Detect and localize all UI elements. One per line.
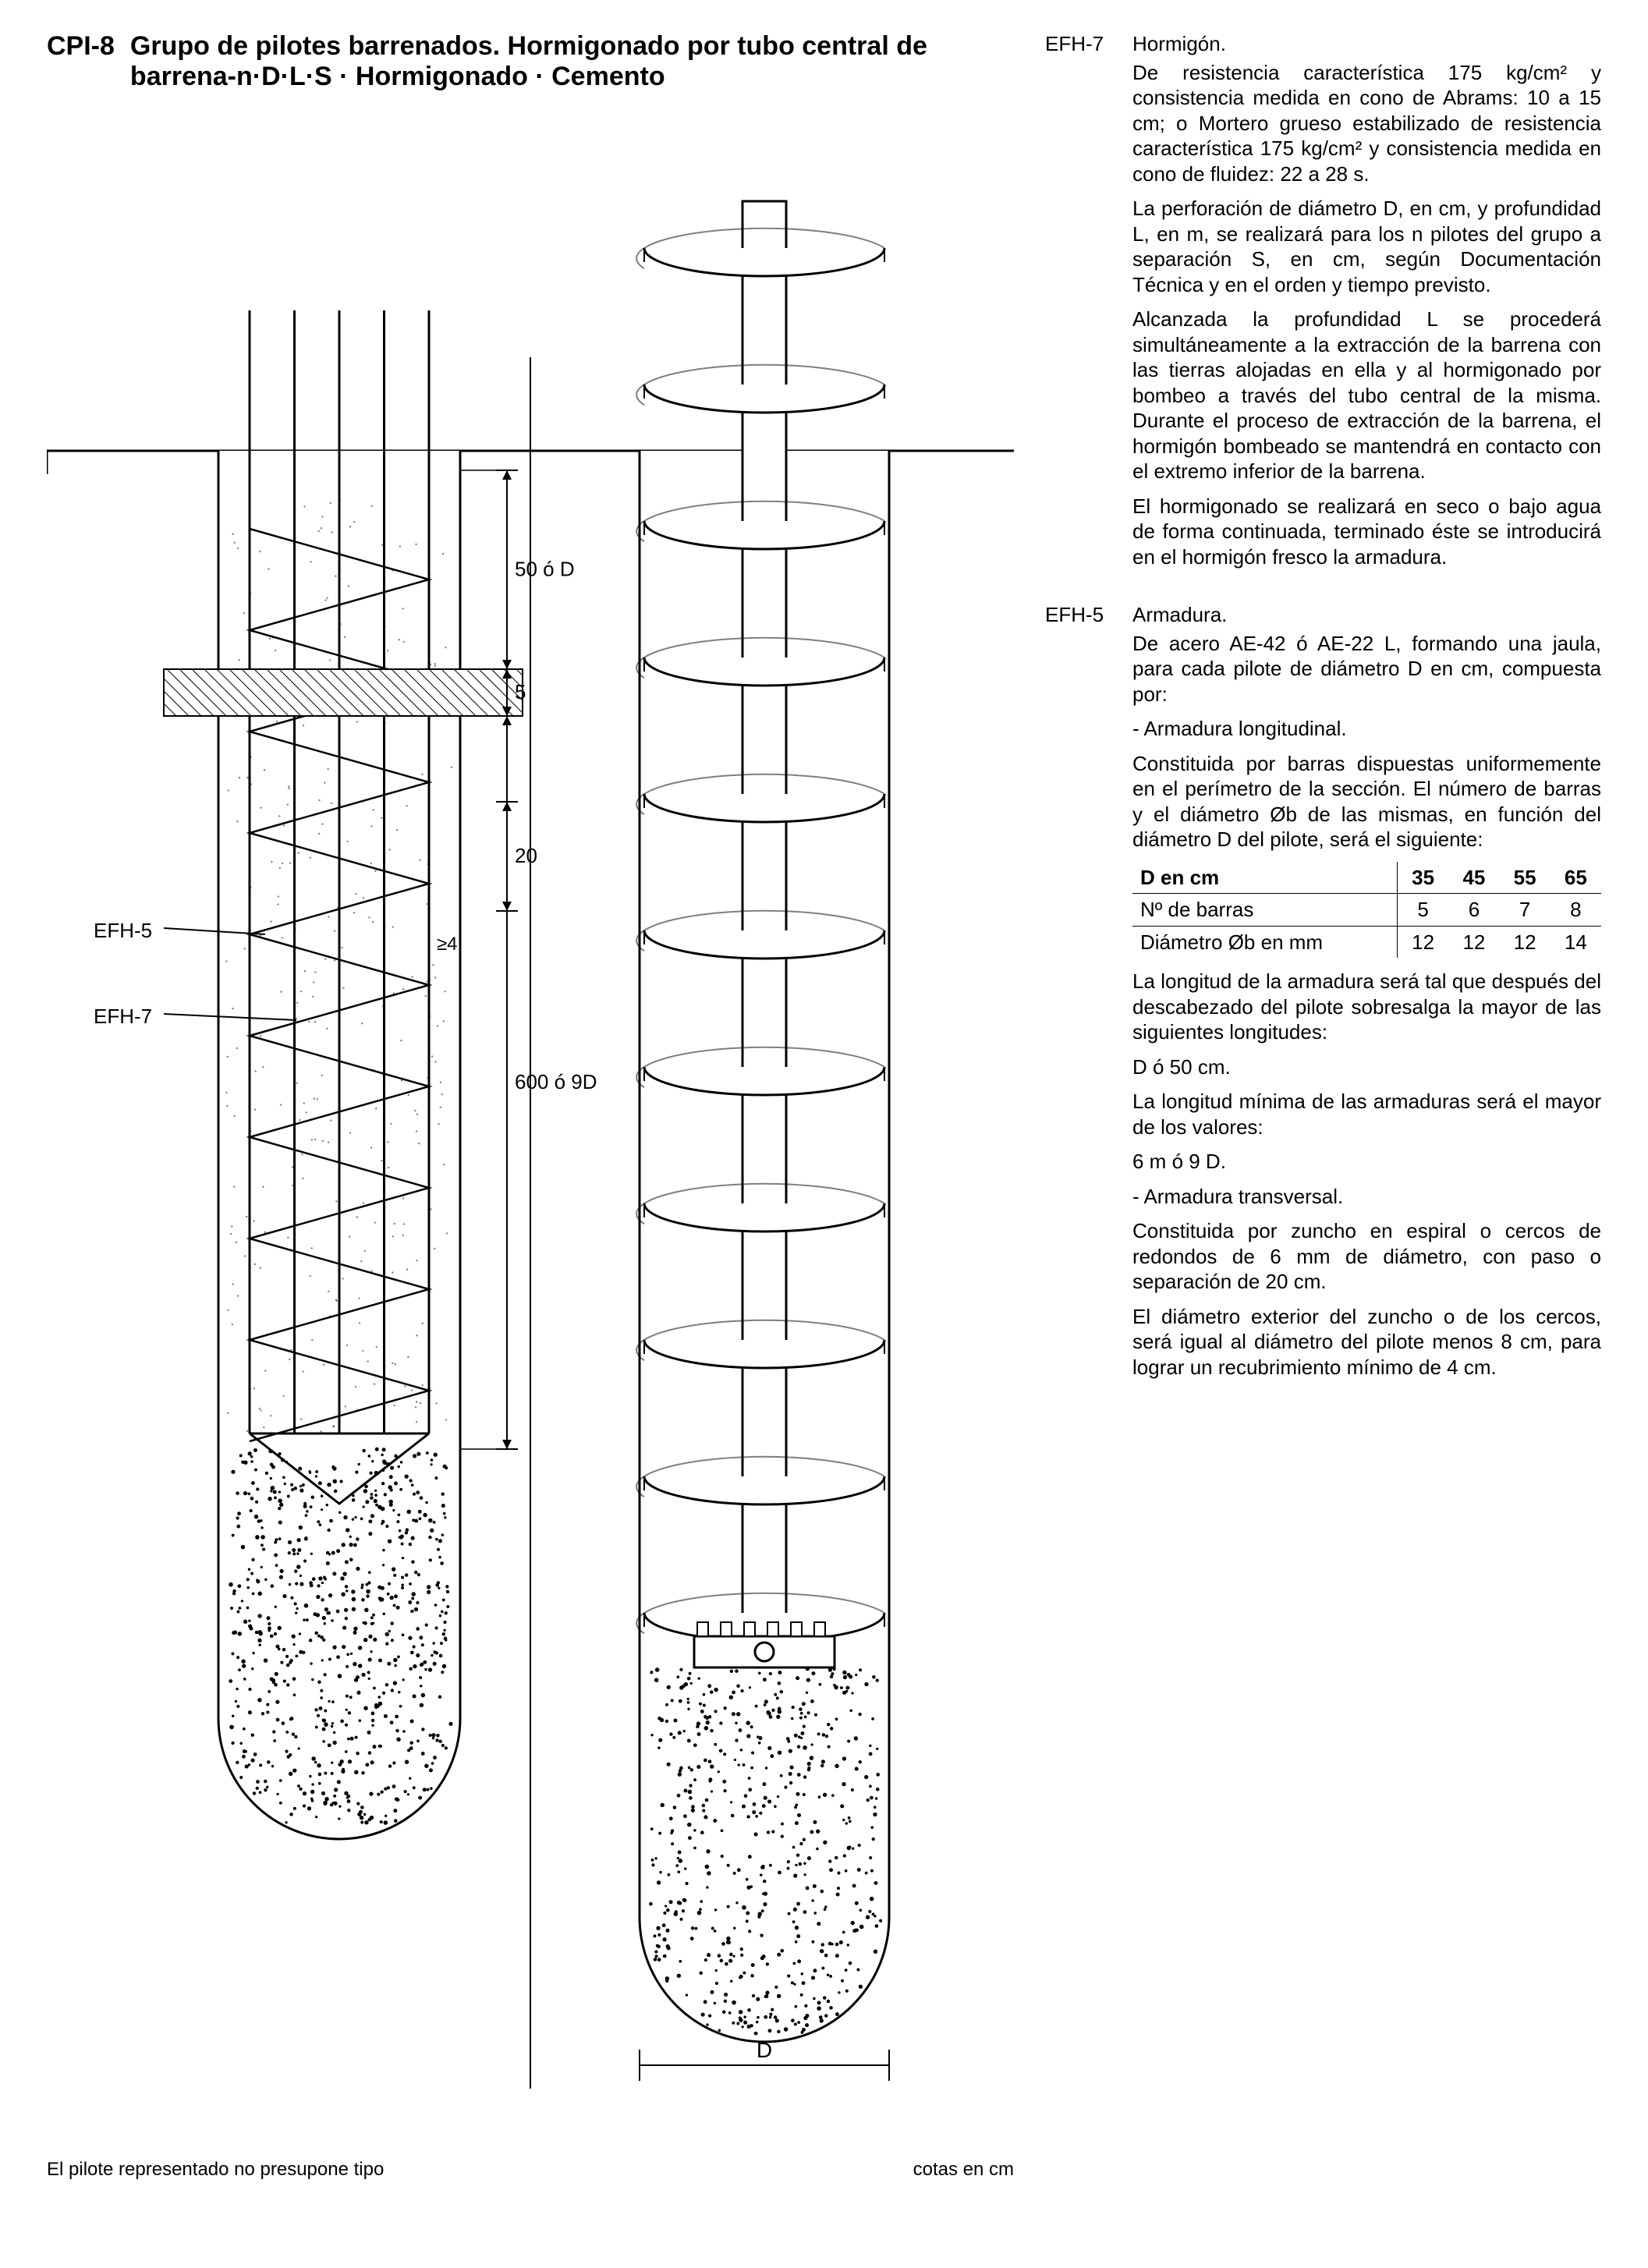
footnote-left: El pilote representado no presupone tipo bbox=[47, 2159, 384, 2181]
table-row: Diámetro Øb en mm12121214 bbox=[1132, 926, 1601, 958]
spec-paragraph: El hormigonado se realizará en seco o ba… bbox=[1132, 494, 1601, 570]
document-title: CPI-8 Grupo de pilotes barrenados. Hormi… bbox=[47, 31, 1014, 92]
spec-paragraph: De resistencia característica 175 kg/cm²… bbox=[1132, 60, 1601, 187]
rebar-table: D en cm35455565 Nº de barras5678Diámetro… bbox=[1132, 862, 1601, 959]
spec-efh5-code: EFH-5 bbox=[1045, 602, 1123, 1389]
spec-paragraph: Constituida por zuncho en espiral o cerc… bbox=[1132, 1218, 1601, 1295]
table-row-label: Nº de barras bbox=[1132, 894, 1397, 927]
title-text: Grupo de pilotes barrenados. Hormigonado… bbox=[130, 31, 1014, 92]
technical-diagram: D 50 ó D 5 20 600 ó 9D ≥4 EFH-5 EFH-7 bbox=[47, 123, 1014, 2151]
right-column: EFH-7 Hormigón. De resistencia caracterí… bbox=[1045, 31, 1601, 1412]
diagram-svg: D 50 ó D 5 20 600 ó 9D ≥4 bbox=[47, 123, 1014, 2120]
table-header-value: 65 bbox=[1551, 862, 1601, 894]
table-cell: 14 bbox=[1551, 926, 1601, 958]
table-header-label: D en cm bbox=[1132, 862, 1397, 894]
spec-paragraph: - Armadura longitudinal. bbox=[1132, 716, 1601, 742]
spec-paragraph: La perforación de diámetro D, en cm, y p… bbox=[1132, 196, 1601, 297]
spec-paragraph: Constituida por barras dispuestas unifor… bbox=[1132, 751, 1601, 852]
left-column: CPI-8 Grupo de pilotes barrenados. Hormi… bbox=[47, 31, 1014, 2181]
svg-text:5: 5 bbox=[515, 680, 526, 703]
spec-paragraph: La longitud de la armadura será tal que … bbox=[1132, 969, 1601, 1045]
title-code: CPI-8 bbox=[47, 31, 115, 92]
table-cell: 8 bbox=[1551, 894, 1601, 927]
page: CPI-8 Grupo de pilotes barrenados. Hormi… bbox=[47, 31, 1601, 2181]
table-header-value: 35 bbox=[1397, 862, 1448, 894]
table-header-value: 45 bbox=[1448, 862, 1499, 894]
spec-efh5-title: Armadura. bbox=[1132, 602, 1601, 628]
callout-efh5: EFH-5 bbox=[94, 919, 152, 943]
table-header-value: 55 bbox=[1500, 862, 1551, 894]
table-cell: 12 bbox=[1397, 926, 1448, 958]
svg-text:D: D bbox=[757, 2038, 772, 2062]
spec-efh5-body: Armadura. De acero AE-42 ó AE-22 L, form… bbox=[1132, 602, 1601, 1389]
table-cell: 6 bbox=[1448, 894, 1499, 927]
spec-paragraph: Alcanzada la profundidad L se procederá … bbox=[1132, 307, 1601, 484]
svg-text:20: 20 bbox=[515, 844, 537, 867]
table-row-label: Diámetro Øb en mm bbox=[1132, 926, 1397, 958]
spec-paragraph: - Armadura transversal. bbox=[1132, 1184, 1601, 1210]
table-cell: 12 bbox=[1500, 926, 1551, 958]
spec-paragraph: El diámetro exterior del zuncho o de los… bbox=[1132, 1304, 1601, 1380]
spec-efh7-code: EFH-7 bbox=[1045, 31, 1123, 579]
spec-efh5: EFH-5 Armadura. De acero AE-42 ó AE-22 L… bbox=[1045, 602, 1601, 1389]
svg-text:≥4: ≥4 bbox=[437, 934, 458, 955]
table-row: Nº de barras5678 bbox=[1132, 894, 1601, 927]
svg-text:50 ó D: 50 ó D bbox=[515, 558, 575, 581]
spec-efh7-body: Hormigón. De resistencia característica … bbox=[1132, 31, 1601, 579]
table-cell: 7 bbox=[1500, 894, 1551, 927]
spec-paragraph: La longitud mínima de las armaduras será… bbox=[1132, 1089, 1601, 1139]
table-cell: 5 bbox=[1397, 894, 1448, 927]
footnote-right: cotas en cm bbox=[913, 2159, 1014, 2181]
spec-paragraph: De acero AE-42 ó AE-22 L, formando una j… bbox=[1132, 631, 1601, 707]
svg-text:600 ó 9D: 600 ó 9D bbox=[515, 1070, 597, 1093]
callout-efh7: EFH-7 bbox=[94, 1005, 152, 1029]
spec-paragraph: 6 m ó 9 D. bbox=[1132, 1149, 1601, 1175]
spec-paragraph: D ó 50 cm. bbox=[1132, 1054, 1601, 1080]
table-cell: 12 bbox=[1448, 926, 1499, 958]
spec-efh7: EFH-7 Hormigón. De resistencia caracterí… bbox=[1045, 31, 1601, 579]
spec-efh7-title: Hormigón. bbox=[1132, 31, 1601, 57]
